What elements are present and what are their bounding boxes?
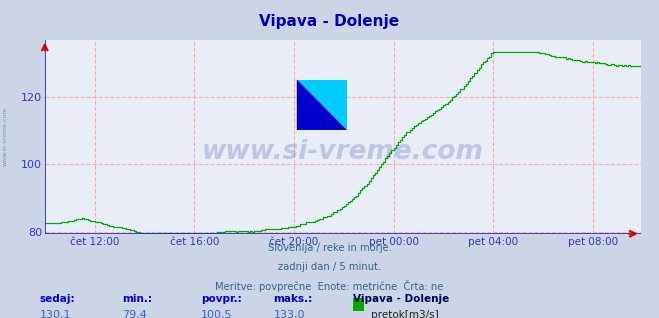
Text: sedaj:: sedaj:	[40, 294, 75, 304]
Text: 100,5: 100,5	[201, 310, 233, 318]
Bar	[297, 80, 347, 130]
Text: Slovenija / reke in morje.: Slovenija / reke in morje.	[268, 243, 391, 253]
Text: 133,0: 133,0	[273, 310, 305, 318]
Polygon shape	[297, 80, 347, 130]
Text: pretok[m3/s]: pretok[m3/s]	[371, 310, 439, 318]
Text: Meritve: povprečne  Enote: metrične  Črta: ne: Meritve: povprečne Enote: metrične Črta:…	[215, 280, 444, 292]
Text: www.si-vreme.com: www.si-vreme.com	[202, 139, 484, 165]
Polygon shape	[297, 80, 347, 130]
Text: Vipava - Dolenje: Vipava - Dolenje	[260, 14, 399, 29]
Text: zadnji dan / 5 minut.: zadnji dan / 5 minut.	[278, 262, 381, 272]
Text: min.:: min.:	[122, 294, 152, 304]
Text: www.si-vreme.com: www.si-vreme.com	[3, 107, 8, 167]
Text: povpr.:: povpr.:	[201, 294, 242, 304]
Text: 130,1: 130,1	[40, 310, 71, 318]
Text: 79,4: 79,4	[122, 310, 147, 318]
Text: maks.:: maks.:	[273, 294, 313, 304]
Text: Vipava - Dolenje: Vipava - Dolenje	[353, 294, 449, 304]
